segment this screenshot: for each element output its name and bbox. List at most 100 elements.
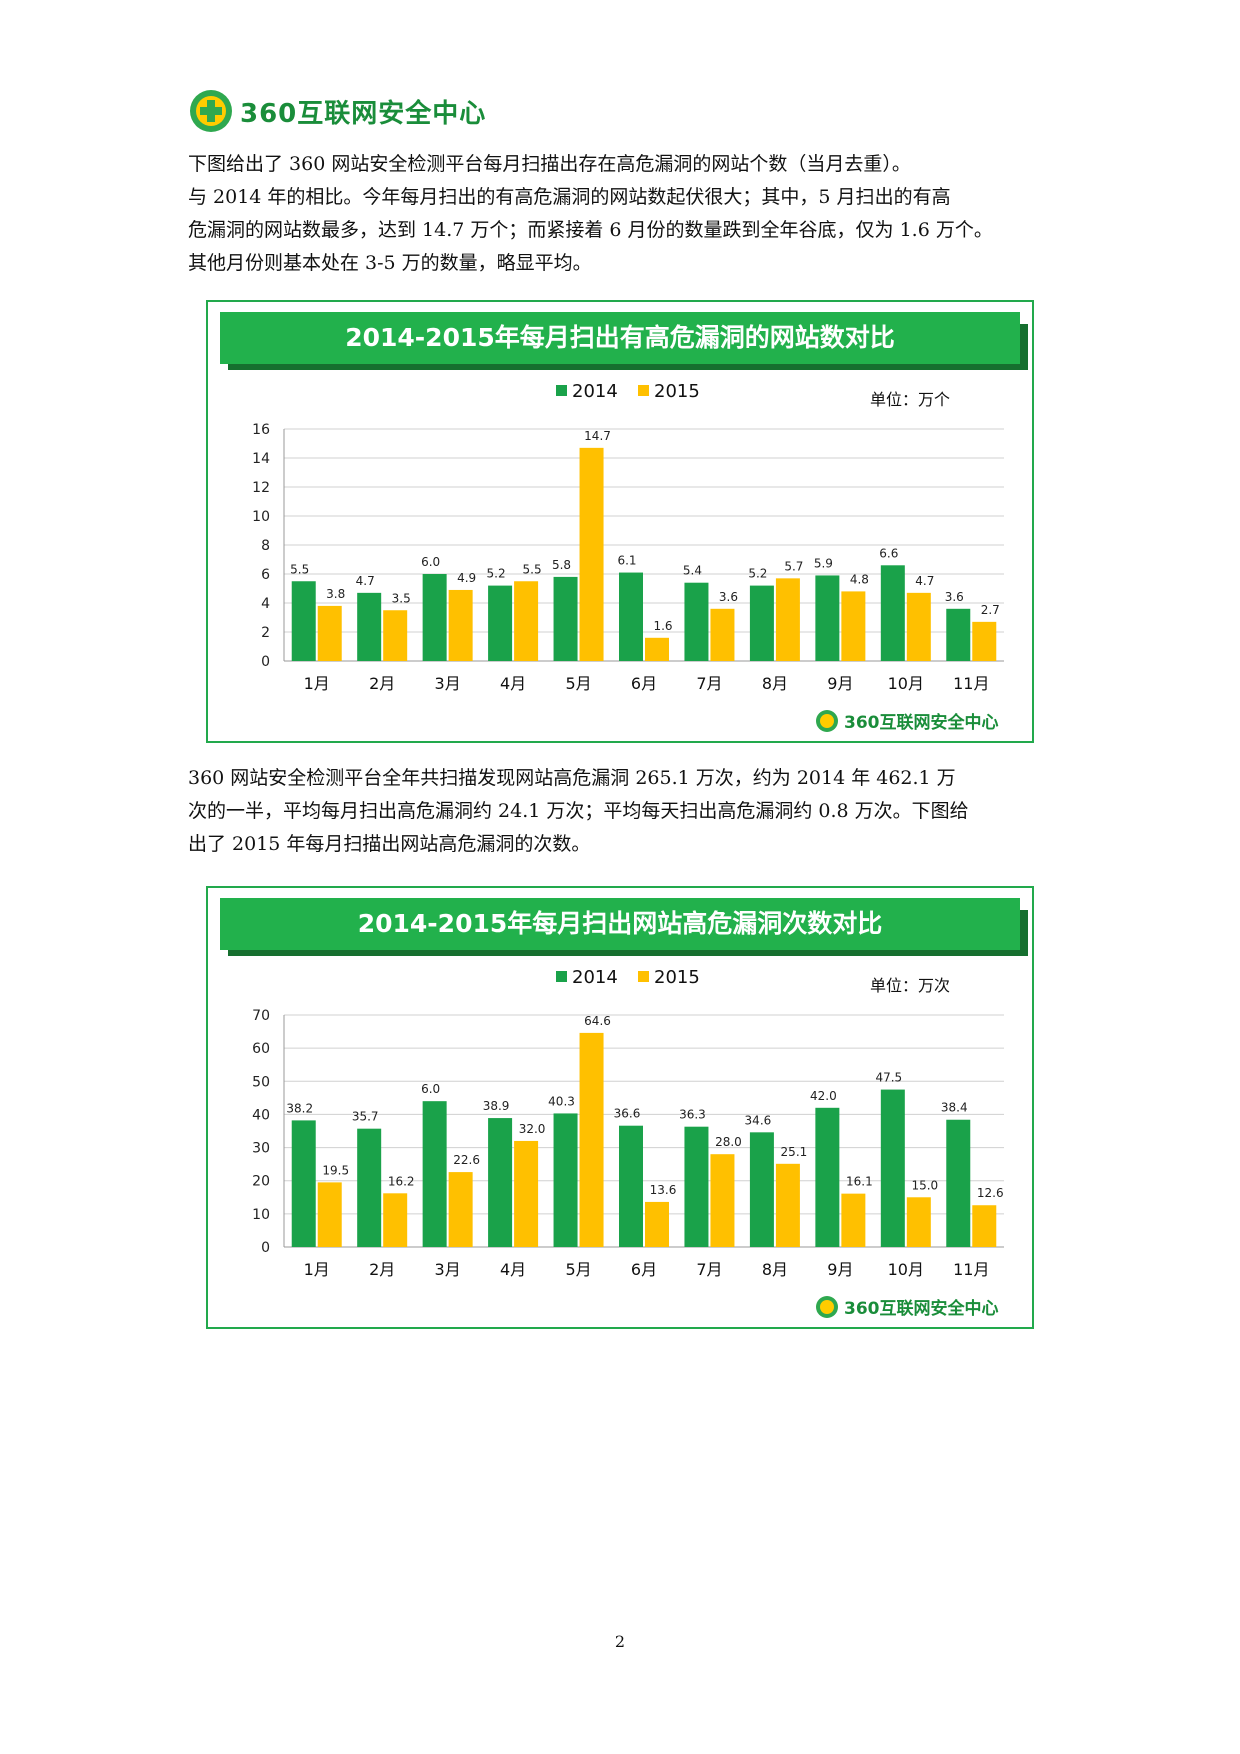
- y-tick-label: 16: [252, 422, 270, 438]
- data-label: 34.6: [745, 1113, 772, 1127]
- data-label: 4.8: [850, 572, 869, 586]
- x-tick-label: 7月: [696, 674, 722, 693]
- data-label: 1.6: [653, 619, 672, 633]
- paragraph-line: 出了 2015 年每月扫描出网站高危漏洞的次数。: [188, 833, 591, 855]
- y-tick-label: 12: [252, 480, 270, 496]
- data-label: 36.6: [614, 1107, 641, 1121]
- x-tick-label: 11月: [953, 674, 989, 693]
- bar-2014: [357, 592, 382, 661]
- bar-2014: [815, 1107, 840, 1247]
- y-tick-label: 60: [252, 1041, 270, 1057]
- chart-vuln-counts: 2014-2015年每月扫出网站高危漏洞次数对比 2014 2015 单位：万次 0 10…: [206, 886, 1034, 1329]
- data-label: 5.9: [814, 556, 833, 570]
- y-tick-label: 6: [261, 567, 270, 583]
- watermark-text: 360互联网安全中心: [844, 712, 999, 733]
- y-tick-label: 20: [252, 1174, 270, 1190]
- data-label: 38.4: [941, 1101, 968, 1115]
- data-label: 12.6: [977, 1186, 1004, 1200]
- data-label: 14.7: [584, 429, 611, 443]
- bar-2014: [553, 1113, 578, 1247]
- data-label: 5.2: [748, 567, 767, 581]
- data-label: 6.0: [421, 555, 440, 569]
- x-tick-label: 9月: [827, 1260, 853, 1279]
- data-label: 47.5: [875, 1071, 902, 1085]
- bar-2015: [317, 605, 342, 661]
- paragraph-line: 次的一半，平均每月扫出高危漏洞约 24.1 万次；平均每天扫出高危漏洞约 0.8…: [188, 800, 969, 822]
- bar-2014: [619, 1125, 643, 1247]
- data-label: 25.1: [781, 1145, 808, 1159]
- paragraph-line: 360 网站安全检测平台全年共扫描发现网站高危漏洞 265.1 万次，约为 20…: [188, 767, 956, 789]
- x-tick-label: 5月: [565, 674, 591, 693]
- legend: 2014 2015: [556, 381, 700, 402]
- data-label: 40.3: [548, 1094, 575, 1108]
- data-label: 16.2: [388, 1174, 415, 1188]
- y-tick-label: 0: [261, 654, 270, 670]
- watermark-emblem-inner: [820, 714, 834, 728]
- x-tick-label: 10月: [888, 1260, 924, 1279]
- legend-label-2015: 2015: [654, 967, 700, 988]
- bar-2015: [514, 1140, 539, 1247]
- data-label: 3.8: [326, 587, 345, 601]
- legend-label-2014: 2014: [572, 381, 618, 402]
- bar-2015: [710, 608, 735, 661]
- bar-2015: [775, 578, 800, 661]
- y-tick-label: 10: [252, 509, 270, 525]
- y-tick-label: 50: [252, 1074, 270, 1090]
- bar-2015: [841, 1193, 866, 1247]
- x-tick-label: 1月: [304, 1260, 330, 1279]
- y-tick-label: 14: [252, 451, 270, 467]
- x-tick-label: 10月: [888, 674, 924, 693]
- chart-title: 2014-2015年每月扫出网站高危漏洞次数对比: [358, 909, 883, 938]
- header-logo: 360互联网安全中心: [188, 88, 486, 134]
- x-tick-label: 6月: [631, 674, 657, 693]
- paragraph-2: 360 网站安全检测平台全年共扫描发现网站高危漏洞 265.1 万次，约为 20…: [188, 762, 1060, 861]
- data-label: 2.7: [981, 603, 1000, 617]
- y-tick-label: 0: [261, 1240, 270, 1256]
- watermark: 360互联网安全中心: [816, 1296, 999, 1319]
- x-tick-label: 6月: [631, 1260, 657, 1279]
- y-tick-label: 2: [261, 625, 270, 641]
- bar-2015: [775, 1163, 800, 1247]
- bars: [291, 447, 997, 661]
- data-label: 4.7: [915, 574, 934, 588]
- data-label: 22.6: [453, 1153, 480, 1167]
- data-label: 35.7: [352, 1110, 379, 1124]
- x-tick-label: 1月: [304, 674, 330, 693]
- unit-label: 单位：万个: [870, 390, 950, 409]
- bar-2014: [422, 1101, 447, 1247]
- data-label: 13.6: [650, 1183, 677, 1197]
- bar-2015: [645, 637, 669, 661]
- data-label: 42.0: [810, 1089, 837, 1103]
- legend-label-2015: 2015: [654, 381, 700, 402]
- bar-2014: [488, 585, 513, 661]
- bar-2015: [383, 1193, 408, 1247]
- paragraph-line: 其他月份则基本处在 3-5 万的数量，略显平均。: [188, 252, 592, 274]
- x-tick-label: 7月: [696, 1260, 722, 1279]
- data-label: 16.1: [846, 1175, 873, 1189]
- bar-2015: [906, 1197, 931, 1247]
- y-tick-label: 10: [252, 1207, 270, 1223]
- data-label: 3.6: [719, 590, 738, 604]
- data-label: 4.7: [356, 574, 375, 588]
- bar-2014: [749, 585, 774, 661]
- y-tick-label: 30: [252, 1141, 270, 1157]
- x-tick-label: 4月: [500, 1260, 526, 1279]
- chart-sites: 2014-2015年每月扫出有高危漏洞的网站数对比 2014 2015 单位：万个 0 2…: [206, 300, 1034, 743]
- data-label: 28.0: [715, 1135, 742, 1149]
- bar-2015: [448, 1172, 473, 1247]
- bar-chart-svg: 2014-2015年每月扫出有高危漏洞的网站数对比 2014 2015 单位：万个 0 2…: [220, 312, 1028, 733]
- bar-2014: [684, 1126, 709, 1247]
- legend-swatch-2014: [556, 971, 567, 982]
- data-label: 4.9: [457, 571, 476, 585]
- data-label: 38.9: [483, 1099, 510, 1113]
- x-tick-label: 5月: [565, 1260, 591, 1279]
- paragraph-line: 下图给出了 360 网站安全检测平台每月扫描出存在高危漏洞的网站个数（当月去重）…: [188, 153, 911, 175]
- legend-swatch-2015: [638, 971, 649, 982]
- legend: 2014 2015: [556, 967, 700, 988]
- legend-swatch-2014: [556, 385, 567, 396]
- data-label: 5.4: [683, 564, 702, 578]
- unit-label: 单位：万次: [870, 976, 950, 995]
- data-label: 3.6: [945, 590, 964, 604]
- bar-2014: [488, 1118, 513, 1247]
- bar-2015: [710, 1154, 735, 1247]
